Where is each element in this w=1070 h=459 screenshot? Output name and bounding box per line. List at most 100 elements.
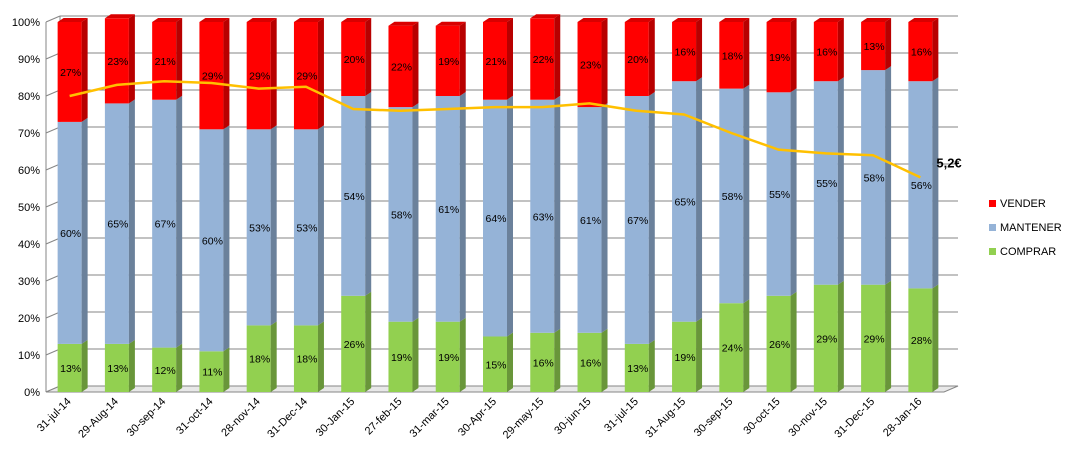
y-tick-label: 60% [18, 165, 40, 177]
data-label-comprar: 24% [722, 343, 743, 355]
data-label-comprar: 29% [816, 333, 837, 345]
bar-side-comprar [176, 343, 183, 392]
bar-side-vender [81, 18, 88, 122]
bar-side-comprar [128, 339, 135, 392]
bar-side-comprar [223, 347, 230, 392]
data-label-vender: 19% [438, 56, 459, 68]
bar-side-vender [601, 18, 608, 108]
bar-side-mantener [223, 125, 230, 352]
bar-side-comprar [837, 280, 844, 392]
data-label-comprar: 18% [249, 354, 270, 366]
y-tick-label: 70% [18, 128, 40, 140]
bar-side-mantener [128, 99, 135, 344]
bar-segment-comprar [483, 336, 507, 392]
data-label-comprar: 19% [391, 352, 412, 364]
bar-segment-comprar [861, 284, 886, 392]
data-label-vender: 20% [344, 54, 365, 66]
bar-side-comprar [365, 291, 372, 392]
y-tick-label: 20% [18, 313, 40, 325]
x-tick-label: 30-oct-15 [741, 396, 782, 437]
bar-segment-comprar [341, 295, 366, 392]
bar-segment-vender [483, 22, 507, 100]
bar-top [577, 18, 608, 22]
bar-side-vender [270, 18, 277, 130]
y-tick-label: 80% [18, 91, 40, 103]
data-label-comprar: 18% [296, 354, 317, 366]
bar-segment-mantener [813, 81, 838, 285]
bar-segment-comprar [577, 332, 602, 392]
bar-segment-vender [293, 22, 318, 130]
x-tick-label: 31-oct-14 [174, 396, 215, 437]
bar-top [104, 14, 135, 19]
bar-segment-mantener [766, 92, 791, 296]
y-axis-ticks: 0% 10% 20% 30% 40% 50% 60% 70% 80% 90% 100% [12, 17, 40, 399]
bar-side-comprar [81, 339, 88, 392]
bar-segment-vender [530, 18, 555, 100]
bar-side-mantener [885, 66, 892, 285]
y-tick-label: 50% [18, 202, 40, 214]
x-tick-label: 30-Jan-15 [314, 396, 358, 440]
data-label-mantener: 58% [864, 172, 885, 184]
bar-segment-vender [246, 22, 271, 130]
bar-segment-vender [672, 22, 697, 82]
data-label-vender: 19% [769, 52, 790, 64]
bar-segment-vender [624, 22, 649, 96]
data-label-vender: 29% [249, 71, 270, 83]
bar-segment-mantener [104, 103, 129, 344]
data-label-vender: 29% [202, 71, 223, 83]
bar-segment-vender [199, 22, 224, 130]
bar-segment-vender [388, 25, 413, 108]
bar-top [293, 18, 324, 22]
bar-side-mantener [81, 117, 88, 344]
data-label-mantener: 55% [769, 189, 790, 201]
x-tick-label: 29-may-15 [501, 396, 547, 442]
legend-swatch-vender [989, 200, 996, 207]
data-label-mantener: 58% [722, 191, 743, 203]
data-label-comprar: 29% [864, 333, 885, 345]
data-label-comprar: 19% [438, 352, 459, 364]
bar-top [435, 21, 466, 26]
bar-side-vender [554, 14, 561, 100]
y-tick-label: 90% [18, 54, 40, 66]
bar-segment-comprar [766, 295, 791, 392]
bar-side-comprar [554, 328, 561, 392]
bar-segment-vender [341, 22, 366, 96]
bar-side-mantener [176, 95, 183, 348]
bar-segment-comprar [152, 347, 177, 392]
bar-segment-mantener [435, 96, 460, 322]
bar-segment-comprar [719, 303, 744, 392]
bar-side-mantener [601, 103, 608, 333]
data-label-comprar: 12% [155, 365, 176, 377]
y-tick-label: 0% [24, 387, 40, 399]
bar-top [388, 21, 419, 26]
bar-segment-mantener [577, 107, 602, 333]
legend-label-comprar: COMPRAR [1000, 246, 1056, 258]
bar-side-comprar [932, 284, 939, 392]
bar-segment-vender [577, 22, 602, 108]
bar-segment-mantener [624, 96, 649, 344]
data-label-comprar: 15% [485, 359, 506, 371]
bar-top [624, 18, 655, 22]
bar-side-vender [412, 21, 419, 108]
bar-side-comprar [648, 339, 655, 392]
data-label-comprar: 13% [107, 363, 128, 375]
data-label-mantener: 67% [627, 215, 648, 227]
bar-side-comprar [412, 317, 419, 392]
x-tick-label: 28-nov-14 [219, 396, 263, 440]
bar-top [861, 18, 892, 22]
bar-segment-vender [719, 22, 744, 89]
data-label-comprar: 16% [533, 357, 554, 369]
y-tick-label: 10% [18, 350, 40, 362]
data-label-vender: 27% [60, 67, 81, 79]
bar-segment-vender [813, 22, 838, 82]
bar-segment-mantener [530, 99, 555, 333]
bar-side-vender [365, 18, 372, 96]
data-label-mantener: 53% [296, 222, 317, 234]
x-tick-label: 30-jun-15 [552, 396, 593, 437]
legend-label-mantener: MANTENER [1000, 222, 1062, 234]
data-label-vender: 16% [816, 47, 837, 59]
x-tick-label: 30-sep-15 [692, 396, 736, 440]
price-line-path [69, 79, 921, 179]
y-tick-label: 100% [12, 17, 40, 29]
legend-swatch-mantener [989, 224, 996, 231]
